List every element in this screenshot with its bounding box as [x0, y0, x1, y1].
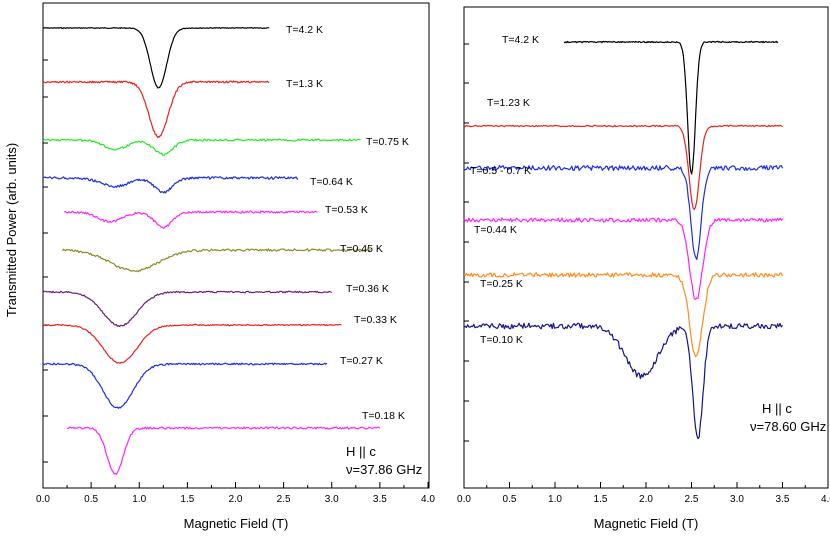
series-line — [463, 217, 783, 300]
series-line — [563, 40, 779, 175]
right-y-ticks — [464, 43, 469, 442]
series-line — [43, 27, 270, 89]
right-frequency-annotation: ν=78.60 GHz — [750, 419, 826, 434]
left-y-ticks — [43, 27, 48, 463]
series-label: T=0.75 K — [366, 136, 409, 148]
series-label: T=1.3 K — [286, 78, 323, 90]
x-tick-label: 2.5 — [277, 494, 291, 505]
x-tick-label: 1.5 — [594, 494, 608, 505]
x-tick-label: 3.0 — [325, 494, 339, 505]
x-tick-label: 3.5 — [776, 494, 790, 505]
series-line — [66, 426, 381, 475]
series-label: T=0.64 K — [310, 176, 353, 188]
x-tick-label: 0.5 — [503, 494, 517, 505]
series-line — [63, 210, 318, 229]
right-curve-labels: T=4.2 K T=1.23 K T=0.5 - 0.7 K T=0.44 K T=0.… — [470, 34, 539, 346]
series-line — [61, 248, 371, 273]
series-label: T=0.53 K — [325, 204, 368, 216]
series-label: T=0.36 K — [346, 283, 389, 295]
series-line — [463, 322, 783, 440]
x-tick-label: 3.5 — [373, 494, 387, 505]
right-panel: 0.0 0.5 1.0 1.5 2.0 2.5 3.0 3.5 4.0 T=4.2 K T=1.2… — [457, 6, 830, 531]
left-frequency-annotation: ν=37.86 GHz — [346, 462, 422, 477]
series-label: T=0.33 K — [354, 314, 397, 326]
x-tick-label: 3.0 — [730, 494, 744, 505]
series-label: T=0.27 K — [340, 355, 383, 367]
right-x-ticks: 0.0 0.5 1.0 1.5 2.0 2.5 3.0 3.5 4.0 — [457, 482, 830, 505]
x-tick-label: 1.0 — [548, 494, 562, 505]
series-label: T=0.44 K — [474, 224, 517, 236]
series-label: T=0.5 - 0.7 K — [470, 165, 531, 177]
x-tick-label: 2.0 — [639, 494, 653, 505]
series-label: T=0.25 K — [480, 278, 523, 290]
series-line — [42, 323, 342, 364]
left-panel: 0.0 0.5 1.0 1.5 2.0 2.5 3.0 3.5 4.0 T=4.2 K T=1.3… — [36, 2, 435, 531]
left-curves — [42, 27, 381, 475]
series-line — [42, 80, 270, 139]
series-line — [463, 165, 784, 260]
series-label: T=1.23 K — [487, 97, 530, 109]
left-field-annotation: H || c — [346, 444, 376, 459]
right-field-annotation: H || c — [762, 401, 792, 416]
right-curves — [463, 40, 784, 440]
series-line — [42, 362, 328, 409]
series-label: T=0.45 K — [340, 243, 383, 255]
y-axis-title: Transmitted Power (arb. units) — [4, 143, 19, 317]
x-tick-label: 2.0 — [229, 494, 243, 505]
x-tick-label: 1.5 — [180, 494, 194, 505]
left-x-axis-title: Magnetic Field (T) — [184, 516, 289, 531]
x-tick-label: 0.5 — [84, 494, 98, 505]
series-line — [42, 176, 299, 194]
series-line — [42, 138, 361, 156]
series-label: T=0.10 K — [480, 334, 523, 346]
x-tick-label: 4.0 — [821, 494, 830, 505]
x-tick-label: 4.0 — [421, 494, 435, 505]
left-x-ticks: 0.0 0.5 1.0 1.5 2.0 2.5 3.0 3.5 4.0 — [36, 482, 435, 505]
x-tick-label: 2.5 — [685, 494, 699, 505]
x-tick-label: 1.0 — [132, 494, 146, 505]
x-tick-label: 0.0 — [457, 494, 471, 505]
series-line — [42, 290, 333, 328]
x-tick-label: 0.0 — [36, 494, 50, 505]
left-curve-labels: T=4.2 K T=1.3 K T=0.75 K T=0.64 K T=0.53 K T=… — [286, 24, 409, 422]
series-line — [463, 124, 783, 210]
series-label: T=0.18 K — [362, 410, 405, 422]
series-label: T=4.2 K — [502, 34, 539, 46]
series-label: T=4.2 K — [286, 24, 323, 36]
series-line — [463, 272, 784, 358]
right-x-axis-title: Magnetic Field (T) — [594, 516, 699, 531]
